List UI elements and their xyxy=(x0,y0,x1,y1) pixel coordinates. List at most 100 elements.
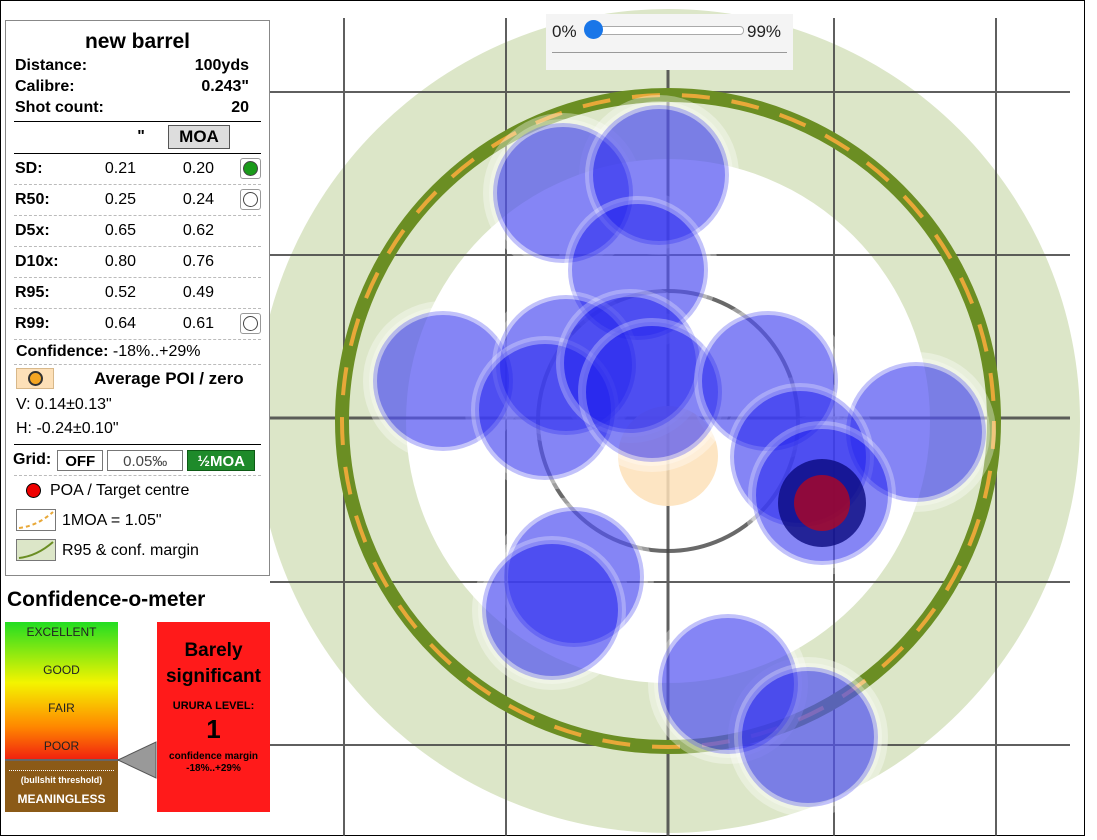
unit-moa-button[interactable]: MOA xyxy=(168,125,230,149)
threshold-label: (bullshit threshold) xyxy=(20,775,103,785)
stat-label: R50: xyxy=(15,191,50,208)
unit-inch-header[interactable]: " xyxy=(137,128,145,145)
meaningless-label: MEANINGLESS xyxy=(17,792,106,806)
divider xyxy=(14,246,261,247)
poa-target-centre xyxy=(794,475,850,531)
stat-label: R95: xyxy=(15,284,50,301)
stat-row: SD: 0.21 0.20 xyxy=(6,154,269,184)
grid-off-button[interactable]: OFF xyxy=(57,449,104,471)
poi-icon xyxy=(28,371,43,386)
divider xyxy=(14,277,261,278)
level-value: 1 xyxy=(206,714,221,744)
margin-value: -18%..+29% xyxy=(186,763,241,774)
confidence-slider[interactable]: 0% 99% xyxy=(546,14,793,70)
stat-moa-value: 0.61 xyxy=(182,315,214,332)
level-excellent: EXCELLENT xyxy=(26,625,97,639)
slider-max-label: 99% xyxy=(747,22,782,41)
shot-hole xyxy=(478,536,626,684)
stat-inch-value: 0.80 xyxy=(104,253,136,270)
stat-label: SD: xyxy=(15,160,43,177)
stat-row: R99: 0.64 0.61 xyxy=(6,309,269,339)
divider xyxy=(14,444,261,445)
stat-moa-value: 0.76 xyxy=(182,253,214,270)
shot-hole xyxy=(734,663,882,811)
divider xyxy=(14,364,261,365)
grid-label: Grid: xyxy=(13,451,52,468)
stat-row: R95: 0.52 0.49 xyxy=(6,278,269,308)
stat-moa-value: 0.62 xyxy=(182,222,214,239)
grid-permille-button[interactable]: 0.05‰ xyxy=(107,449,184,471)
calibre-label: Calibre: xyxy=(15,78,75,95)
threshold-line xyxy=(9,770,114,771)
level-good: GOOD xyxy=(43,663,80,677)
meaningless-band: (bullshit threshold) MEANINGLESS xyxy=(5,759,118,812)
divider xyxy=(14,339,261,340)
poi-label: Average POI / zero xyxy=(94,369,244,388)
r95-ring-icon xyxy=(16,539,56,561)
grid-row: Grid: OFF 0.05‰ ½MOA xyxy=(6,445,269,475)
toggle-indicator xyxy=(243,316,258,331)
stat-moa-value: 0.24 xyxy=(182,191,214,208)
margin-label: confidence margin xyxy=(169,751,258,762)
legend-r95: R95 & conf. margin xyxy=(6,536,269,566)
level-poor: POOR xyxy=(43,739,80,753)
slider-underline xyxy=(552,52,787,53)
poa-icon xyxy=(26,483,41,498)
slider-track[interactable] xyxy=(593,26,744,35)
shot-group xyxy=(363,95,996,817)
moa-ring-icon xyxy=(16,509,56,531)
divider xyxy=(14,308,261,309)
stat-label: D10x: xyxy=(15,253,59,270)
stat-toggle[interactable] xyxy=(240,189,261,210)
legend-moa-label: 1MOA = 1.05" xyxy=(62,512,162,529)
group-title: new barrel xyxy=(84,30,191,53)
level-label: URURA LEVEL: xyxy=(172,700,255,712)
stat-moa-value: 0.49 xyxy=(182,284,214,301)
confidence-row: Confidence: -18%..+29% xyxy=(6,340,269,364)
shot-count-row: Shot count: 20 xyxy=(6,97,269,118)
confidence-value: -18%..+29% xyxy=(112,343,201,360)
poi-vertical: V: 0.14±0.13" xyxy=(16,396,112,413)
margin-text: confidence margin -18%..+29% xyxy=(157,751,270,775)
slider-min-label: 0% xyxy=(552,22,577,41)
stat-label: D5x: xyxy=(15,222,50,239)
legend-r95-label: R95 & conf. margin xyxy=(62,542,199,559)
calibre-row: Calibre: 0.243" xyxy=(6,76,269,97)
stat-toggle[interactable] xyxy=(240,313,261,334)
stat-inch-value: 0.65 xyxy=(104,222,136,239)
stat-row: D5x: 0.65 0.62 xyxy=(6,216,269,246)
grid-half-moa-button[interactable]: ½MOA xyxy=(187,449,256,471)
stat-toggle[interactable] xyxy=(240,158,261,179)
divider xyxy=(14,184,261,185)
divider xyxy=(14,215,261,216)
stats-panel: new barrel Distance: 100yds Calibre: 0.243… xyxy=(5,20,270,576)
slider-thumb[interactable] xyxy=(584,20,603,39)
legend-poa: POA / Target centre xyxy=(6,476,269,506)
units-header: " MOA xyxy=(6,124,269,150)
calibre-value: 0.243" xyxy=(201,78,249,95)
legend-moa: 1MOA = 1.05" xyxy=(6,506,269,536)
distance-label: Distance: xyxy=(15,57,88,74)
distance-value: 100yds xyxy=(194,57,249,74)
stat-inch-value: 0.21 xyxy=(104,160,136,177)
stat-row: R50: 0.25 0.24 xyxy=(6,185,269,215)
verdict-line2: significant xyxy=(165,666,261,687)
stat-label: R99: xyxy=(15,315,50,332)
divider xyxy=(14,475,261,476)
confidence-label: Confidence: xyxy=(16,343,109,360)
shot-count-label: Shot count: xyxy=(15,99,104,116)
moa-ring xyxy=(340,93,996,749)
stat-row: D10x: 0.80 0.76 xyxy=(6,247,269,277)
confidence-meter-scale: EXCELLENT GOOD FAIR POOR (bullshit thres… xyxy=(5,622,118,812)
stat-inch-value: 0.52 xyxy=(104,284,136,301)
shot-count-value: 20 xyxy=(231,99,249,116)
toggle-indicator xyxy=(243,161,258,176)
poi-legend-row[interactable]: Average POI / zero xyxy=(6,365,269,393)
verdict-text: Barely significant xyxy=(157,638,270,690)
meter-title: Confidence-o-meter xyxy=(7,588,206,611)
stat-moa-value: 0.20 xyxy=(182,160,214,177)
verdict-box: Barely significant URURA LEVEL: 1 confide… xyxy=(157,622,270,812)
poi-swatch[interactable] xyxy=(16,368,54,389)
